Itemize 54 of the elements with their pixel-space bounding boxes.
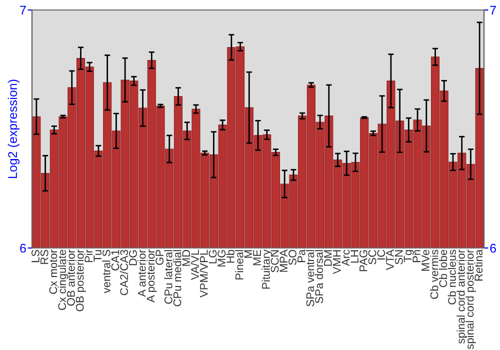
x-tick-label: MPA [280, 249, 288, 272]
x-tick-label: Retina [474, 249, 483, 281]
x-tick-label: Arc [342, 250, 350, 266]
x-tick-label: Cx motor [49, 250, 58, 294]
x-tick-label: VA/VL [190, 250, 199, 280]
x-tick-label: CA1 [111, 250, 120, 270]
x-tick-label: SN [394, 250, 403, 264]
y2-tick-label: 6 [490, 244, 496, 253]
x-tick-label: spinal cord posterior [466, 250, 476, 350]
x-tick-label: MD [182, 250, 190, 266]
x-tick-label: ME [253, 250, 261, 266]
x-tick-label: Cb nucleus [448, 250, 456, 304]
x-tick-label: VPM/VPL [200, 250, 208, 298]
x-tick-label: OB anterior [66, 250, 75, 306]
x-tick-label: GP [156, 250, 164, 265]
x-tick-label: A posterior [146, 250, 157, 302]
x-tick-label: OB posterior [76, 250, 86, 312]
x-tick-label: Cb lobe [438, 250, 448, 288]
x-tick-label: Pituitary [262, 249, 272, 289]
x-tick-label: spinal cord anterior [456, 250, 468, 344]
x-tick-label: LG [208, 250, 217, 264]
x-tick-label: CA2/CA3 [120, 250, 128, 296]
x-tick-label: Pn [412, 250, 420, 262]
x-tick-label: VTA [386, 249, 394, 270]
x-tick-label: MG [218, 250, 226, 266]
x-tick-label: SO [288, 250, 296, 265]
x-tick-label: Pineal [235, 250, 244, 280]
x-tick-label: CPu medial [173, 250, 182, 306]
x-tick-label: M [244, 250, 252, 258]
x-tick-label: ventral S [102, 250, 110, 294]
x-tick-label: CPu lateral [164, 250, 172, 304]
x-tick-label: SC [368, 250, 376, 264]
x-tick-label: Cx cingulate [58, 250, 68, 310]
x-tick-label: Tg [404, 250, 414, 262]
x-tick-label: RS [40, 250, 48, 264]
x-tick-label: A anterior [138, 250, 146, 297]
x-tick-label: PAG [359, 250, 368, 272]
x-tick-label: SCN [270, 250, 279, 272]
x-tick-label: LH [350, 250, 358, 263]
x-tick-label: Hb [226, 250, 234, 263]
x-tick-label: DG [129, 250, 137, 266]
x-tick-label: SPa dorsal [314, 250, 324, 304]
x-tick-label: MVe [422, 250, 430, 271]
x-tick-label: LS [32, 250, 40, 262]
x-tick-label: DM [324, 250, 332, 266]
x-tick-label: Pir [84, 250, 92, 262]
y2-tick-label: 7 [490, 6, 496, 15]
x-tick-label: Pa [298, 249, 306, 262]
x-tick-label: Tu [94, 250, 102, 262]
x-tick-label: VMH [332, 250, 341, 274]
y-axis-title: Log2 (expression) [8, 80, 20, 178]
x-tick-label: IC [377, 250, 386, 260]
x-tick-label: Cb vermis [430, 250, 438, 299]
x-tick-label: SPa ventral [306, 250, 314, 306]
